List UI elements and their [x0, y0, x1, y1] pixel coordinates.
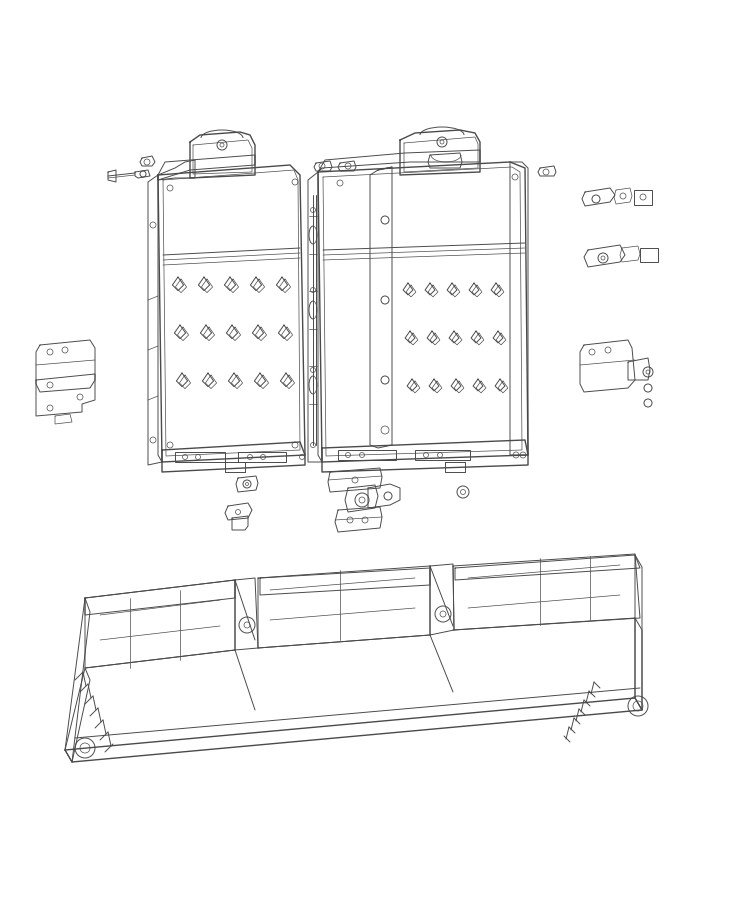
Bar: [640, 248, 658, 262]
Bar: [175, 452, 225, 462]
Bar: [634, 190, 652, 205]
Bar: [238, 452, 286, 462]
Bar: [415, 450, 470, 460]
Bar: [338, 450, 396, 460]
